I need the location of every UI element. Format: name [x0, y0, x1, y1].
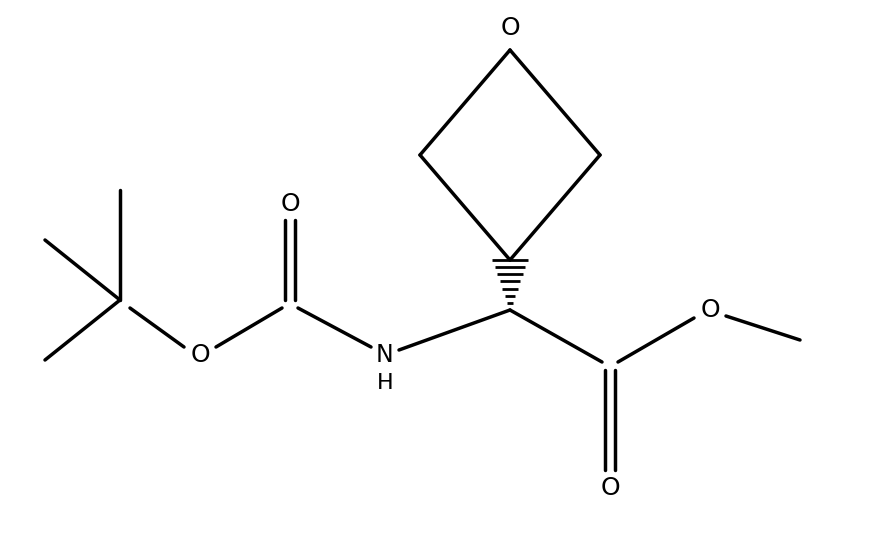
Text: O: O — [700, 298, 720, 322]
Text: O: O — [600, 476, 620, 500]
Text: H: H — [377, 373, 393, 393]
Text: N: N — [376, 343, 394, 367]
Text: O: O — [500, 16, 520, 40]
Text: O: O — [280, 192, 300, 216]
Text: O: O — [190, 343, 210, 367]
